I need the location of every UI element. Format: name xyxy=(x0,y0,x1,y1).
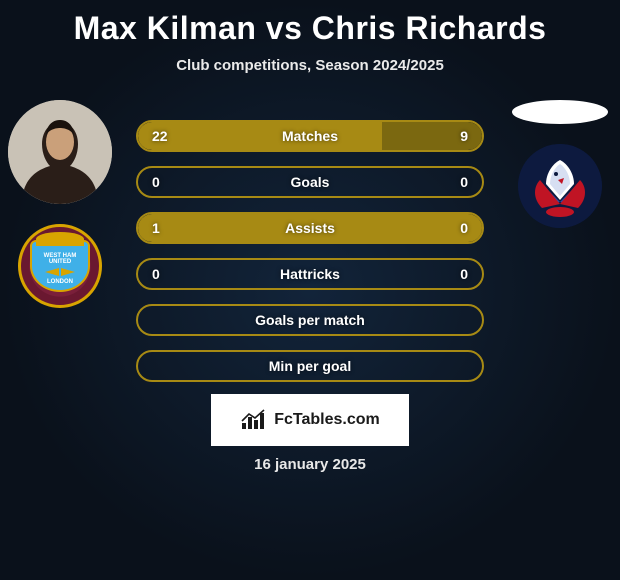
club-crest-right xyxy=(518,144,602,228)
stat-label: Goals xyxy=(291,174,330,190)
westham-shield-icon: WEST HAM UNITED LONDON xyxy=(30,240,90,292)
left-column: WEST HAM UNITED LONDON xyxy=(0,100,120,308)
stat-label: Hattricks xyxy=(280,266,340,282)
stats-bars: 22 9 Matches 0 0 Goals 1 0 Assists 0 0 Hattricks Goa… xyxy=(136,120,484,382)
player-left-avatar xyxy=(8,100,112,204)
brand-text: FcTables.com xyxy=(274,411,380,429)
stat-value-right: 9 xyxy=(460,128,468,144)
stat-label: Assists xyxy=(285,220,335,236)
stat-row: 1 0 Assists xyxy=(136,212,484,244)
stat-value-left: 1 xyxy=(152,220,160,236)
bar-fill-left xyxy=(138,122,382,150)
stat-label: Min per goal xyxy=(269,358,351,374)
stat-label: Matches xyxy=(282,128,338,144)
stat-label: Goals per match xyxy=(255,312,365,328)
person-silhouette-icon xyxy=(8,100,112,204)
stat-row: Min per goal xyxy=(136,350,484,382)
stat-row: Goals per match xyxy=(136,304,484,336)
stat-row: 22 9 Matches xyxy=(136,120,484,152)
stat-value-right: 0 xyxy=(460,266,468,282)
brand-badge[interactable]: FcTables.com xyxy=(211,394,409,446)
stat-value-left: 0 xyxy=(152,174,160,190)
right-column xyxy=(500,100,620,228)
bars-chart-icon xyxy=(240,409,268,431)
club-crest-left: WEST HAM UNITED LONDON xyxy=(18,224,102,308)
date-text: 16 january 2025 xyxy=(0,456,620,473)
stat-value-right: 0 xyxy=(460,174,468,190)
stat-row: 0 0 Hattricks xyxy=(136,258,484,290)
eagle-crest-icon xyxy=(518,144,602,228)
stat-value-left: 22 xyxy=(152,128,168,144)
subtitle: Club competitions, Season 2024/2025 xyxy=(0,57,620,74)
stat-row: 0 0 Goals xyxy=(136,166,484,198)
page-title: Max Kilman vs Chris Richards xyxy=(0,0,620,47)
stat-value-left: 0 xyxy=(152,266,160,282)
stat-value-right: 0 xyxy=(460,220,468,236)
player-right-avatar xyxy=(512,100,608,124)
